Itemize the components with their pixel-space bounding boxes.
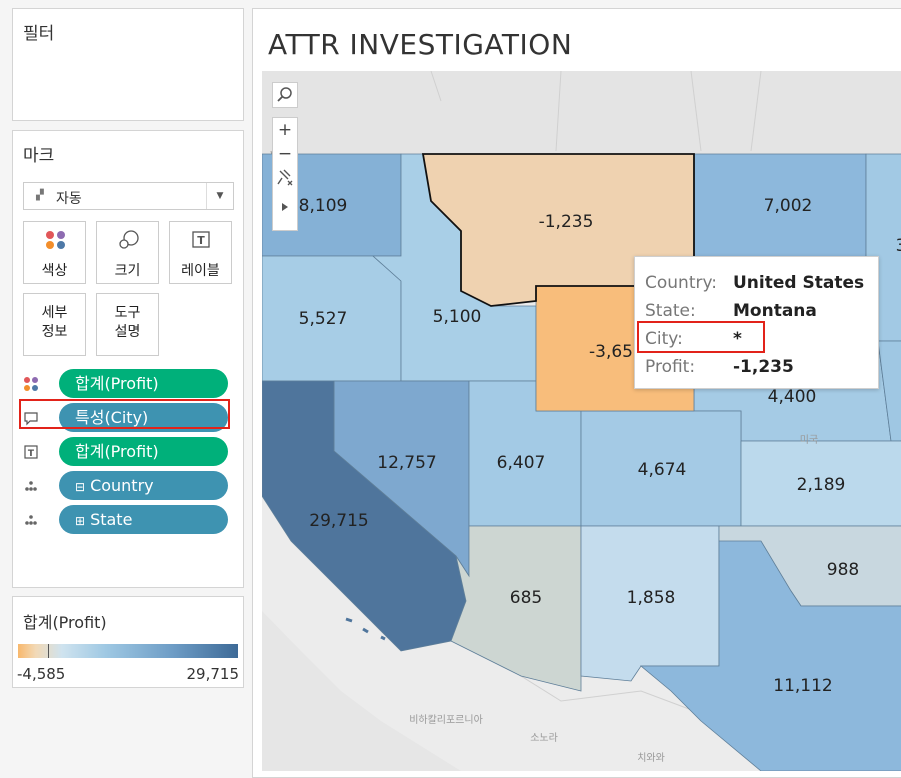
expand-icon[interactable]: ⊞ — [75, 514, 86, 528]
tooltip-value: * — [733, 329, 742, 349]
size-button[interactable]: 크기 — [96, 221, 159, 284]
expand-toolbar-button[interactable] — [273, 194, 297, 224]
map-label: -1,235 — [539, 212, 594, 232]
tooltip-icon — [24, 412, 38, 426]
map-label: 11,112 — [773, 676, 832, 696]
map-label: -3,65 — [589, 342, 633, 362]
svg-text:T: T — [197, 234, 205, 247]
legend-min-label: -4,585 — [17, 665, 66, 683]
marks-title: 마크 — [23, 146, 55, 166]
map-label: 4,400 — [768, 387, 817, 407]
state-kansas[interactable] — [740, 440, 901, 527]
pin-map-button[interactable] — [273, 166, 297, 194]
color-legend-panel: 합계(Profit) -4,585 29,715 — [12, 596, 244, 688]
map-label: 2,189 — [797, 475, 846, 495]
map-label: 12,757 — [377, 453, 436, 473]
mark-type-label: 자동 — [56, 191, 82, 207]
state-texas[interactable] — [639, 540, 901, 771]
legend-zero-marker — [48, 644, 49, 658]
country-field-pill[interactable]: ⊟ Country — [59, 471, 228, 500]
filters-title: 필터 — [23, 24, 55, 44]
label-button-label: 레이블 — [181, 263, 220, 279]
legend-title: 합계(Profit) — [23, 613, 107, 632]
detail-icon — [25, 481, 37, 491]
marks-panel: 마크 ▞ 자동 ▼ 색상 크기 T 레이블 세부 정보 도구 설명 합계(Pro — [12, 130, 244, 588]
map-tooltip: Country: United States State: Montana City… — [634, 256, 879, 389]
tooltip-row: City: * — [645, 329, 742, 349]
state-field-pill[interactable]: ⊞ State — [59, 505, 228, 534]
state-california[interactable] — [262, 380, 467, 652]
filters-panel: 필터 — [12, 8, 244, 121]
tooltip-value: United States — [733, 273, 865, 293]
map-label: 5,527 — [299, 309, 348, 329]
zoom-out-button[interactable]: − — [277, 144, 293, 164]
play-icon — [282, 203, 288, 211]
mark-type-dropdown[interactable]: ▞ 자동 ▼ — [23, 182, 234, 210]
map-label: 7,002 — [764, 196, 813, 216]
tooltip-highlight-box — [637, 321, 765, 353]
map-icon: ▞ — [36, 190, 44, 201]
color-button-label: 색상 — [41, 263, 68, 279]
sheet-title: ATTR INVESTIGATION — [268, 28, 573, 61]
state-iowa[interactable] — [877, 340, 901, 442]
label-icon: T — [192, 231, 210, 248]
map-label: 1,858 — [627, 588, 676, 608]
state-montana[interactable] — [421, 153, 695, 307]
map-view[interactable]: 8,109 5,527 5,100 -1,235 7,002 -3,65 4,4… — [262, 71, 901, 771]
map-label: 3 — [896, 236, 901, 256]
tooltip-row: Country: United States — [645, 273, 864, 293]
map-search-button[interactable] — [272, 82, 298, 108]
color-icon — [46, 231, 65, 249]
detail-button-label: 세부 정보 — [41, 305, 68, 340]
legend-max-label: 29,715 — [186, 665, 240, 683]
pin-icon — [277, 169, 293, 186]
tooltip-row: State: Montana — [645, 301, 817, 321]
tooltip-key: City: — [645, 329, 683, 349]
basemap-label-baja: 비하칼리포르니아 — [409, 713, 483, 726]
color-icon — [24, 377, 38, 391]
search-icon — [277, 87, 292, 102]
basemap-label-country: 미국 — [800, 434, 818, 446]
label-button[interactable]: T 레이블 — [169, 221, 232, 284]
basemap-label-chihuahua: 치와와 — [637, 752, 665, 764]
worksheet: ATTR INVESTIGATION — [252, 8, 901, 778]
tooltip-row: Profit: -1,235 — [645, 357, 794, 377]
tooltip-key: State: — [645, 301, 696, 321]
map-label: 988 — [827, 560, 859, 580]
collapse-icon[interactable]: ⊟ — [75, 480, 86, 494]
tooltip-button-label: 도구 설명 — [114, 305, 141, 340]
map-label: 4,674 — [638, 460, 687, 480]
map-label: 5,100 — [433, 307, 482, 327]
map-label: 685 — [510, 588, 542, 608]
color-button[interactable]: 색상 — [23, 221, 86, 284]
color-field-pill[interactable]: 합계(Profit) — [59, 369, 228, 398]
label-field-pill[interactable]: 합계(Profit) — [59, 437, 228, 466]
map-label: 29,715 — [309, 511, 368, 531]
size-icon — [119, 230, 139, 249]
basemap-label-sonora: 소노라 — [530, 732, 558, 744]
detail-icon — [25, 515, 37, 525]
map-zoom-controls: + − — [272, 117, 298, 231]
tooltip-key: Country: — [645, 273, 718, 293]
tooltip-button[interactable]: 도구 설명 — [96, 293, 159, 356]
tooltip-key: Profit: — [645, 357, 696, 377]
tooltip-value: Montana — [733, 301, 817, 321]
label-icon: T — [24, 445, 38, 459]
highlight-box — [19, 399, 230, 429]
map-label: 8,109 — [299, 196, 348, 216]
svg-text:T: T — [28, 449, 35, 459]
tooltip-value: -1,235 — [733, 357, 794, 377]
detail-button[interactable]: 세부 정보 — [23, 293, 86, 356]
zoom-in-button[interactable]: + — [277, 120, 293, 140]
size-button-label: 크기 — [114, 263, 141, 279]
legend-color-bar[interactable] — [18, 644, 238, 658]
map-label: 6,407 — [497, 453, 546, 473]
chevron-down-icon[interactable]: ▼ — [206, 183, 233, 209]
